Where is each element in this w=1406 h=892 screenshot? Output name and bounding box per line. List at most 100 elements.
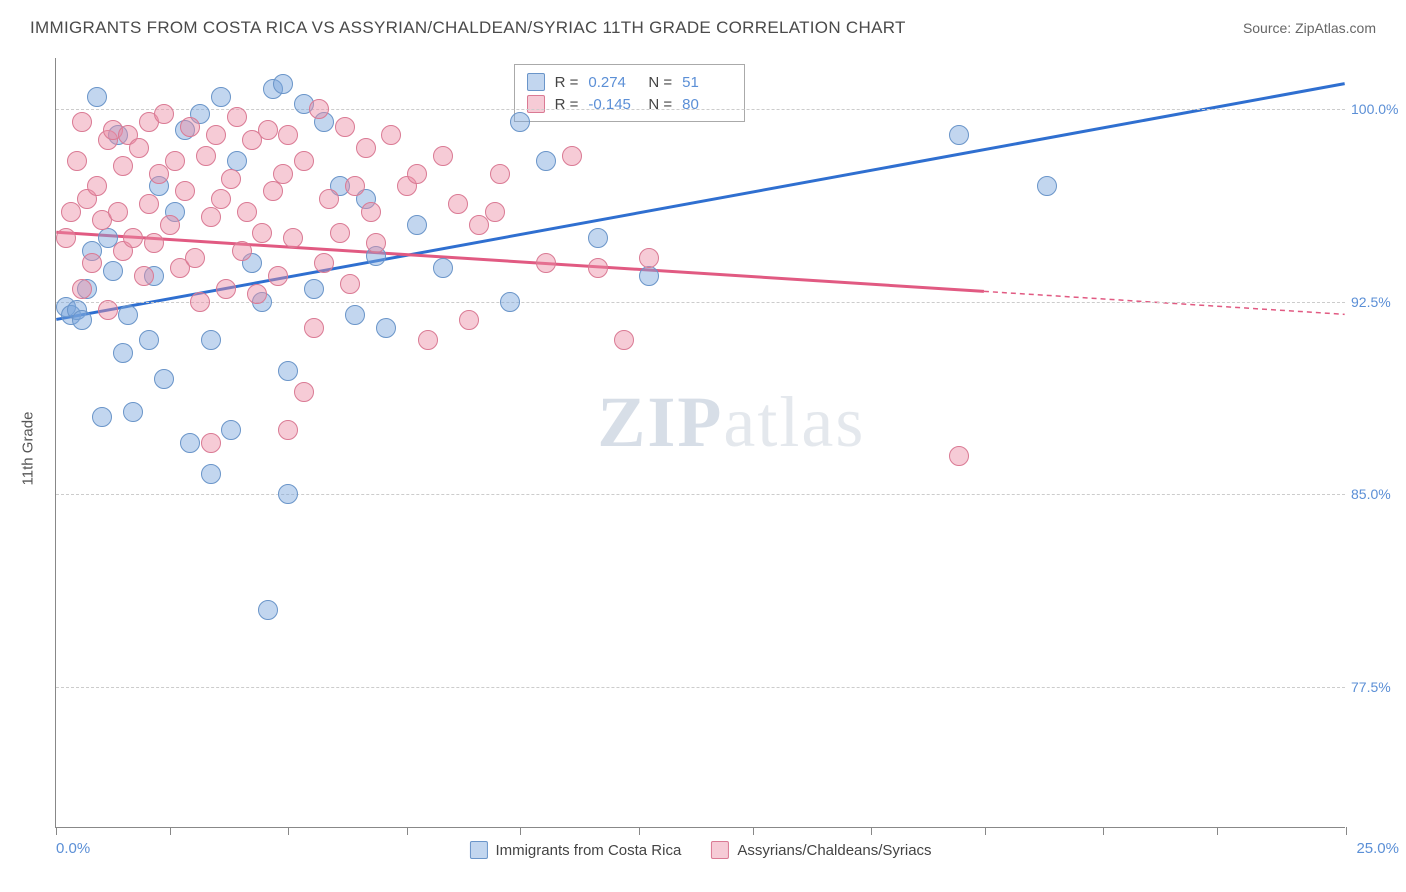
scatter-point: [366, 233, 386, 253]
legend-item: Immigrants from Costa Rica: [469, 841, 681, 859]
scatter-point: [510, 112, 530, 132]
legend-label: Assyrians/Chaldeans/Syriacs: [737, 842, 931, 859]
scatter-point: [536, 151, 556, 171]
scatter-point: [175, 181, 195, 201]
scatter-point: [330, 223, 350, 243]
y-axis-label: 11th Grade: [20, 412, 37, 486]
scatter-point: [201, 464, 221, 484]
scatter-point: [340, 274, 360, 294]
scatter-point: [123, 402, 143, 422]
legend-swatch: [711, 841, 729, 859]
scatter-point: [118, 305, 138, 325]
scatter-point: [196, 146, 216, 166]
scatter-point: [949, 125, 969, 145]
x-tick: [1346, 827, 1347, 835]
x-tick: [753, 827, 754, 835]
x-tick-label-left: 0.0%: [56, 840, 90, 857]
scatter-point: [448, 194, 468, 214]
scatter-point: [345, 176, 365, 196]
scatter-point: [160, 215, 180, 235]
watermark: ZIPatlas: [597, 381, 865, 464]
trend-lines: [56, 58, 1345, 827]
scatter-point: [588, 258, 608, 278]
scatter-point: [949, 446, 969, 466]
y-tick-label: 85.0%: [1351, 486, 1403, 502]
scatter-point: [201, 207, 221, 227]
x-tick: [288, 827, 289, 835]
gridline-h: [56, 109, 1345, 110]
scatter-point: [113, 156, 133, 176]
scatter-point: [72, 310, 92, 330]
bottom-legend: Immigrants from Costa Rica Assyrians/Chal…: [469, 841, 931, 859]
x-tick: [639, 827, 640, 835]
scatter-point: [562, 146, 582, 166]
n-value: 51: [682, 74, 732, 91]
plot-area: ZIPatlas R =0.274N =51R =-0.145N =80 Imm…: [55, 58, 1345, 828]
scatter-point: [113, 343, 133, 363]
legend-label: Immigrants from Costa Rica: [495, 842, 681, 859]
scatter-point: [139, 330, 159, 350]
x-tick: [1103, 827, 1104, 835]
scatter-point: [268, 266, 288, 286]
scatter-point: [273, 74, 293, 94]
scatter-point: [294, 151, 314, 171]
scatter-point: [639, 248, 659, 268]
scatter-point: [98, 300, 118, 320]
scatter-point: [485, 202, 505, 222]
scatter-point: [201, 433, 221, 453]
stats-row: R =-0.145N =80: [527, 93, 733, 115]
scatter-point: [180, 117, 200, 137]
scatter-point: [144, 233, 164, 253]
source-label: Source: ZipAtlas.com: [1243, 20, 1376, 36]
legend-swatch: [469, 841, 487, 859]
stats-swatch: [527, 73, 545, 91]
scatter-point: [165, 151, 185, 171]
scatter-point: [278, 484, 298, 504]
scatter-point: [232, 241, 252, 261]
scatter-point: [335, 117, 355, 137]
scatter-point: [211, 189, 231, 209]
scatter-point: [92, 407, 112, 427]
scatter-point: [139, 194, 159, 214]
scatter-point: [108, 202, 128, 222]
scatter-point: [263, 181, 283, 201]
gridline-h: [56, 302, 1345, 303]
scatter-point: [319, 189, 339, 209]
scatter-point: [258, 600, 278, 620]
scatter-point: [500, 292, 520, 312]
scatter-point: [433, 146, 453, 166]
scatter-point: [180, 433, 200, 453]
scatter-point: [376, 318, 396, 338]
n-label: N =: [648, 74, 672, 91]
r-value: 0.274: [588, 74, 638, 91]
scatter-point: [87, 176, 107, 196]
scatter-point: [67, 151, 87, 171]
scatter-point: [294, 382, 314, 402]
scatter-point: [309, 99, 329, 119]
scatter-point: [418, 330, 438, 350]
x-tick: [170, 827, 171, 835]
scatter-point: [283, 228, 303, 248]
scatter-point: [278, 125, 298, 145]
y-tick-label: 92.5%: [1351, 294, 1403, 310]
scatter-point: [252, 223, 272, 243]
stats-row: R =0.274N =51: [527, 71, 733, 93]
scatter-point: [247, 284, 267, 304]
gridline-h: [56, 687, 1345, 688]
scatter-point: [221, 169, 241, 189]
scatter-point: [190, 292, 210, 312]
scatter-point: [154, 104, 174, 124]
gridline-h: [56, 494, 1345, 495]
scatter-point: [237, 202, 257, 222]
x-tick: [407, 827, 408, 835]
scatter-point: [87, 87, 107, 107]
scatter-point: [56, 228, 76, 248]
x-tick: [1217, 827, 1218, 835]
title-bar: IMMIGRANTS FROM COSTA RICA VS ASSYRIAN/C…: [30, 18, 1376, 38]
scatter-point: [433, 258, 453, 278]
scatter-point: [258, 120, 278, 140]
scatter-point: [1037, 176, 1057, 196]
scatter-point: [614, 330, 634, 350]
scatter-point: [72, 279, 92, 299]
y-tick-label: 100.0%: [1351, 101, 1403, 117]
